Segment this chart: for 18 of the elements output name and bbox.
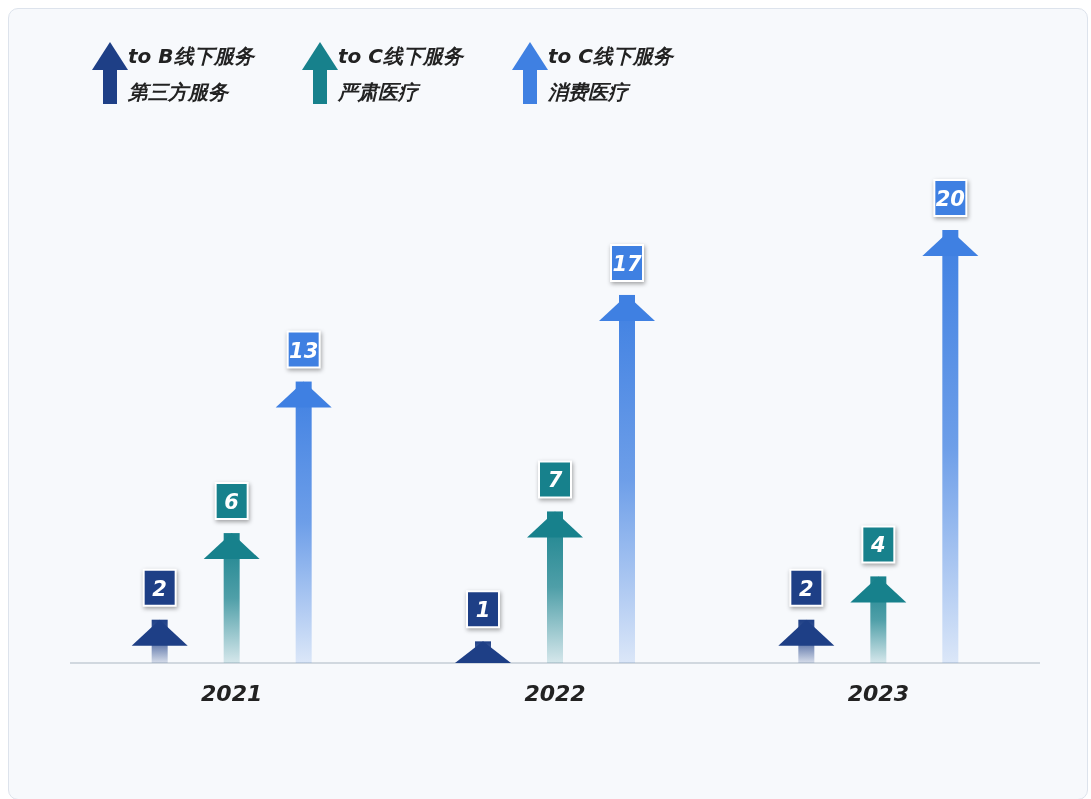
data-label: 2 <box>799 576 814 601</box>
bar <box>619 294 635 663</box>
legend-label: to C线下服务消费医疗 <box>548 43 675 106</box>
x-tick-label: 2022 <box>524 681 586 706</box>
bar <box>942 230 959 663</box>
data-label: 7 <box>547 468 563 493</box>
legend-label: to B线下服务第三方服务 <box>128 43 256 106</box>
data-label: 6 <box>224 490 239 515</box>
data-label: 1 <box>475 598 491 623</box>
legend-label: to C线下服务严肃医疗 <box>338 43 465 106</box>
x-tick-label: 2023 <box>847 681 909 706</box>
bar <box>295 381 312 663</box>
x-tick-label: 2021 <box>201 681 263 706</box>
data-label: 4 <box>870 533 886 558</box>
data-label: 13 <box>289 338 319 363</box>
data-label: 2 <box>152 576 167 601</box>
data-label: 20 <box>935 187 965 211</box>
data-label: 17 <box>612 251 642 276</box>
